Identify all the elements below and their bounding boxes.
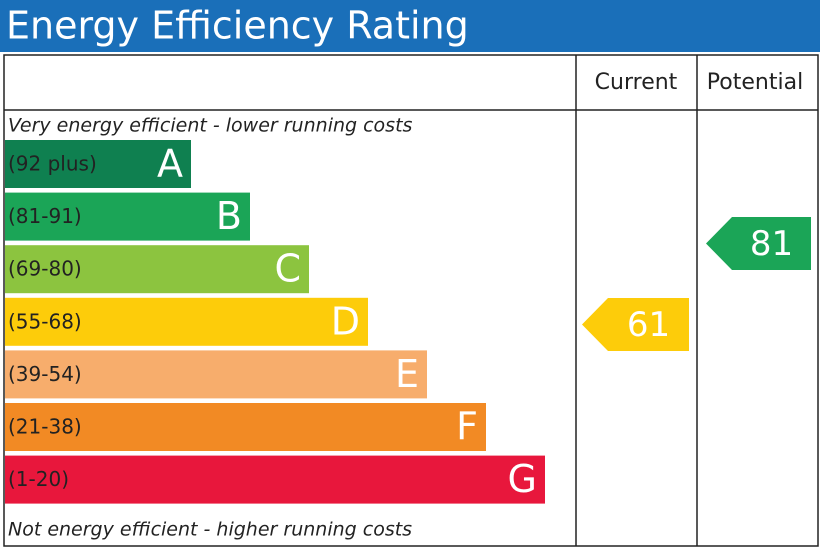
potential-arrow bbox=[706, 217, 811, 270]
band-bar bbox=[5, 403, 486, 451]
band-letter: D bbox=[331, 299, 360, 343]
band-bar bbox=[5, 350, 427, 399]
band-letter: F bbox=[456, 405, 478, 449]
band-letter: E bbox=[395, 352, 419, 396]
band-range: (39-54) bbox=[8, 362, 82, 386]
band-range: (1-20) bbox=[8, 467, 69, 491]
band-bar bbox=[5, 192, 250, 241]
bottom-note: Not energy efficient - higher running co… bbox=[8, 519, 412, 541]
band-bar bbox=[5, 455, 545, 504]
band-letter: A bbox=[157, 142, 183, 186]
band-range: (21-38) bbox=[8, 415, 82, 439]
potential-header: Potential bbox=[707, 70, 803, 95]
top-note: Very energy efficient - lower running co… bbox=[8, 115, 413, 137]
current-arrow bbox=[582, 298, 689, 351]
current-value: 61 bbox=[627, 305, 670, 345]
band-letter: B bbox=[216, 194, 242, 238]
band-range: (92 plus) bbox=[8, 152, 97, 176]
band-range: (69-80) bbox=[8, 257, 82, 281]
band-bar bbox=[5, 297, 368, 346]
band-bar bbox=[5, 245, 309, 294]
band-letter: C bbox=[274, 247, 301, 291]
band-letter: G bbox=[508, 457, 537, 501]
frame bbox=[3, 54, 819, 547]
band-bar bbox=[5, 140, 191, 188]
band-range: (55-68) bbox=[8, 309, 82, 333]
current-header: Current bbox=[595, 70, 678, 95]
title-bar bbox=[0, 0, 820, 52]
title: Energy Efficiency Rating bbox=[6, 4, 469, 48]
potential-value: 81 bbox=[750, 224, 793, 264]
band-range: (81-91) bbox=[8, 204, 82, 228]
